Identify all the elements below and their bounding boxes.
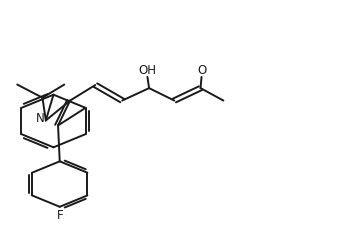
Text: F: F — [56, 209, 63, 222]
Text: O: O — [198, 64, 207, 77]
Text: N: N — [35, 112, 44, 125]
Text: OH: OH — [138, 64, 156, 77]
